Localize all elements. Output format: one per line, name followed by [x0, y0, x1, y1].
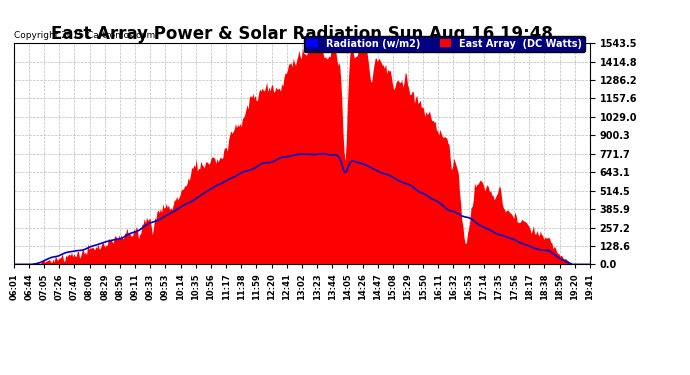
Text: Copyright 2015 Cartronics.com: Copyright 2015 Cartronics.com: [14, 31, 155, 40]
Title: East Array Power & Solar Radiation Sun Aug 16 19:48: East Array Power & Solar Radiation Sun A…: [51, 25, 553, 43]
Legend: Radiation (w/m2), East Array  (DC Watts): Radiation (w/m2), East Array (DC Watts): [304, 36, 585, 52]
